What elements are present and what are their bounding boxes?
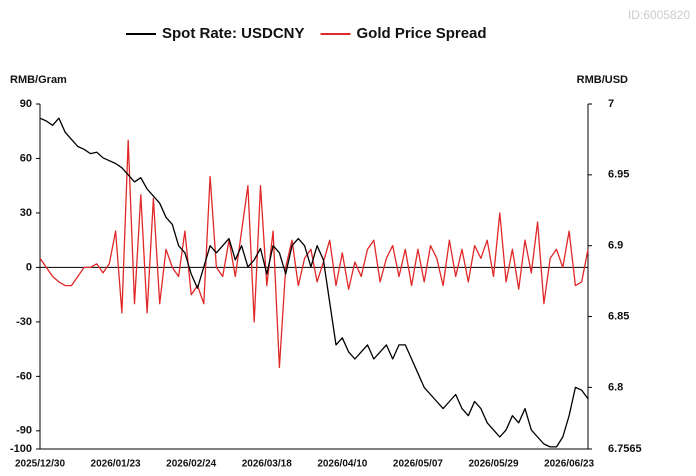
y-tick-label: 0 (26, 261, 32, 273)
y2-axis-label: RMB/USD (577, 74, 628, 86)
y-tick-label: -30 (16, 316, 32, 328)
legend-label: Spot Rate: USDCNY (162, 25, 305, 42)
legend-label: Gold Price Spread (357, 25, 487, 42)
y-tick-label: 90 (20, 98, 32, 110)
series-line (39, 117, 589, 448)
y2-tick-label: 7 (608, 98, 614, 110)
series-line (39, 139, 589, 368)
y2-tick-label: 6.85 (608, 310, 629, 322)
y-axis-label: RMB/Gram (10, 74, 67, 86)
x-tick-label: 2026/05/07 (393, 459, 443, 470)
x-tick-label: 2026/06/23 (544, 459, 594, 470)
x-tick-label: 2026/01/23 (91, 459, 141, 470)
y2-tick-label: 6.95 (608, 169, 629, 181)
watermark: ID:6005820 (628, 8, 690, 22)
x-tick-label: 2026/03/18 (242, 459, 292, 470)
x-tick-label: 2026/02/24 (166, 459, 216, 470)
y2-tick-label: 6.9 (608, 240, 623, 252)
y-tick-label: -60 (16, 370, 32, 382)
x-tick-label: 2025/12/30 (15, 459, 65, 470)
y2-tick-label: 6.7565 (608, 443, 642, 455)
y-tick-label: 60 (20, 152, 32, 164)
x-tick-label: 2026/04/10 (317, 459, 367, 470)
y-tick-label: -100 (10, 443, 32, 455)
y-tick-label: -90 (16, 425, 32, 437)
x-tick-label: 2026/05/29 (468, 459, 518, 470)
y2-tick-label: 6.8 (608, 381, 623, 393)
y-tick-label: 30 (20, 207, 32, 219)
